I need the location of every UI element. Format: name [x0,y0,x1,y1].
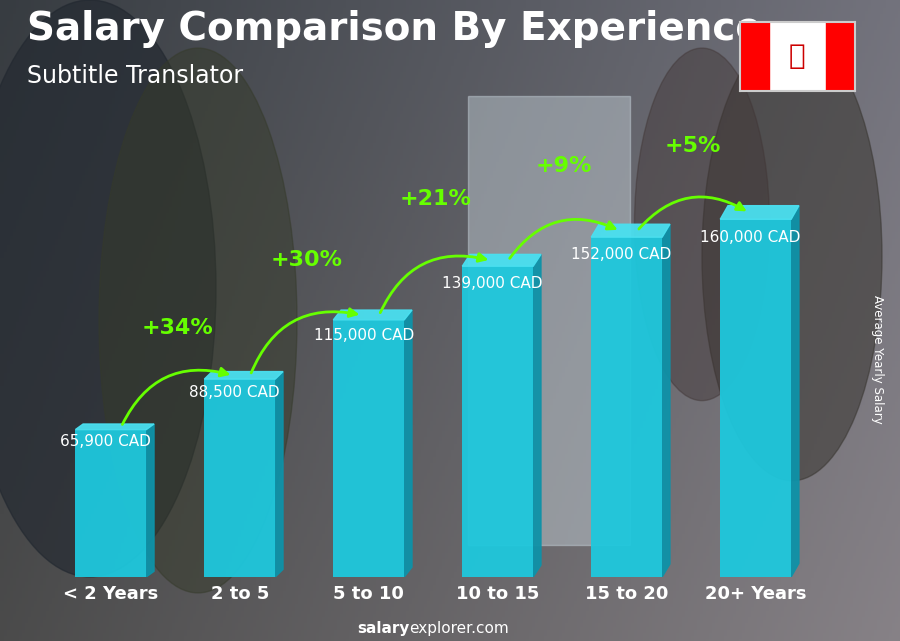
Text: 160,000 CAD: 160,000 CAD [700,230,801,245]
Bar [826,22,855,91]
Polygon shape [147,424,154,577]
Text: Subtitle Translator: Subtitle Translator [27,64,243,88]
Text: 139,000 CAD: 139,000 CAD [443,276,543,290]
Polygon shape [720,206,799,219]
Ellipse shape [634,48,770,401]
Text: salary: salary [357,621,410,636]
Bar [204,379,275,577]
Text: 115,000 CAD: 115,000 CAD [313,328,414,342]
Text: +30%: +30% [270,251,342,271]
Ellipse shape [702,32,882,481]
Text: 🍁: 🍁 [789,42,806,71]
Text: Salary Comparison By Experience: Salary Comparison By Experience [27,10,761,47]
Bar [591,237,662,577]
Polygon shape [791,206,799,577]
Polygon shape [275,372,283,577]
Bar [740,22,769,91]
Text: 88,500 CAD: 88,500 CAD [189,385,280,400]
Bar [76,429,147,577]
Ellipse shape [0,0,216,577]
Text: +34%: +34% [141,318,213,338]
Polygon shape [76,424,154,429]
Text: Average Yearly Salary: Average Yearly Salary [871,295,884,423]
Polygon shape [662,224,670,577]
Bar [463,266,533,577]
Ellipse shape [99,48,297,593]
Bar [333,320,404,577]
Text: +5%: +5% [665,136,722,156]
Polygon shape [404,310,412,577]
Text: +21%: +21% [400,189,471,209]
Text: explorer.com: explorer.com [410,621,509,636]
Polygon shape [591,224,670,237]
Polygon shape [204,372,283,379]
Polygon shape [533,254,541,577]
Bar [468,96,630,545]
Text: +9%: +9% [536,156,592,176]
Polygon shape [463,254,541,266]
Polygon shape [333,310,412,320]
Bar [720,219,791,577]
Text: 65,900 CAD: 65,900 CAD [60,434,151,449]
Text: 152,000 CAD: 152,000 CAD [572,247,671,262]
